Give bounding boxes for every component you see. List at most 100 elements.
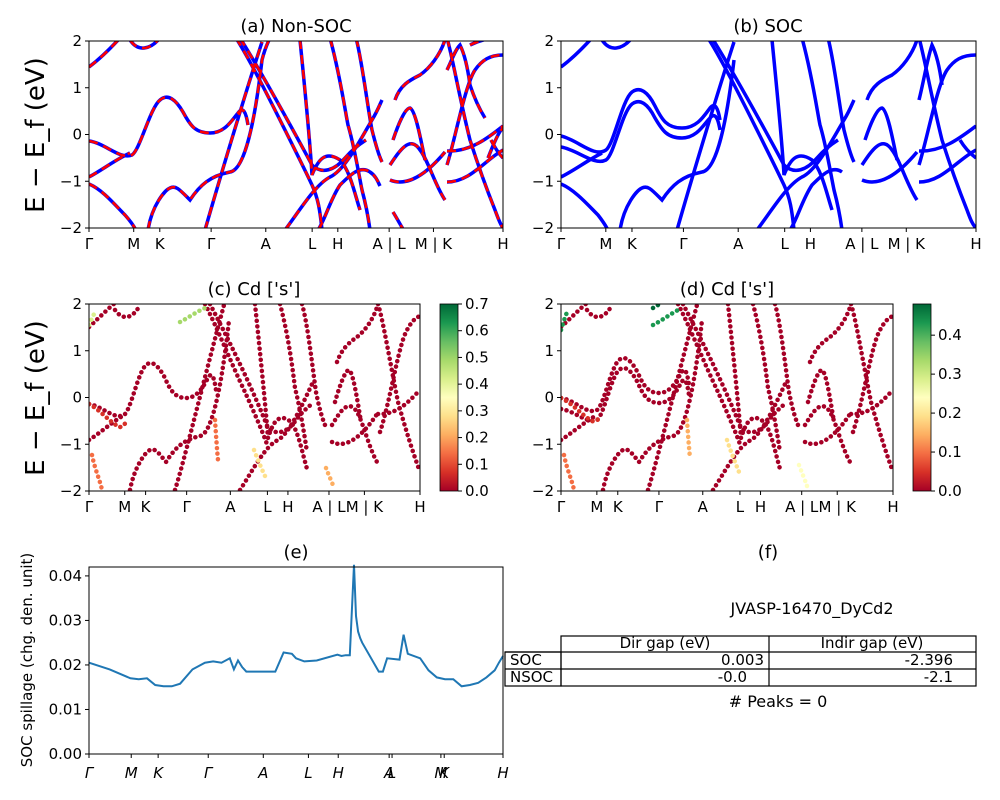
band-line	[561, 99, 722, 164]
x-tick-label: L	[263, 498, 272, 516]
band-dots-yellow	[724, 437, 742, 475]
panel-f-gap-table: JVASP-16470_DyCd2 Dir gap (eV) Indir gap…	[504, 599, 977, 711]
band-dots	[89, 412, 127, 443]
x-tick-label: L	[736, 498, 745, 516]
panel-c-colorbar	[439, 303, 459, 492]
x-tick-label: L	[304, 764, 312, 782]
table-cell: -2.1	[924, 668, 953, 686]
x-tick-label: K	[613, 498, 624, 516]
band-dots-orange	[561, 395, 604, 424]
band-dots	[375, 387, 420, 417]
x-tick-label: K	[439, 764, 450, 782]
band-line	[89, 182, 137, 228]
y-tick-label: 0.03	[49, 611, 82, 629]
band-dots	[725, 304, 784, 475]
band-dots	[561, 412, 600, 443]
panel-d-title: (d) Cd ['s']	[680, 279, 774, 300]
band-dots	[850, 313, 893, 435]
y-tick-label: −1	[60, 435, 82, 453]
band-dots	[89, 360, 219, 419]
band-line	[129, 41, 159, 50]
x-tick-label: A | L	[373, 235, 407, 253]
band-line	[393, 41, 447, 101]
y-tick-label: 1	[72, 79, 82, 97]
x-tick-label: M	[125, 764, 138, 782]
x-tick-label: H	[414, 498, 425, 516]
band-line	[770, 41, 834, 211]
band-dots-orange	[561, 452, 577, 491]
band-line	[445, 53, 503, 166]
table-row-label: NSOC	[510, 668, 553, 686]
table-row-header-cells	[504, 651, 562, 687]
panel-c-plot-area	[89, 304, 420, 491]
band-dots	[127, 317, 232, 491]
band-line	[445, 42, 487, 119]
band-line	[388, 142, 447, 201]
x-tick-label: A	[261, 235, 272, 253]
band-dots-green	[561, 309, 570, 333]
band-dots	[112, 304, 143, 320]
band-line	[391, 211, 404, 228]
band-dots	[750, 304, 783, 455]
band-dots	[252, 304, 311, 475]
band-line	[89, 151, 131, 179]
panel-f-title: (f)	[758, 542, 778, 563]
y-tick-label: 0.00	[49, 745, 82, 763]
panel-e-frame	[88, 566, 504, 755]
x-tick-label: M	[434, 764, 447, 782]
band-dots-lightgreen	[89, 309, 98, 328]
band-line	[89, 95, 250, 158]
band-line	[918, 124, 976, 153]
band-dots	[375, 304, 420, 475]
y-tick-label: −1	[532, 435, 554, 453]
y-tick-label: 0	[72, 389, 82, 407]
band-dots-darkgreen	[650, 304, 663, 311]
band-dots-orange	[89, 401, 131, 430]
band-line	[561, 87, 722, 154]
panel-a-blue-bands	[89, 41, 503, 228]
band-line	[600, 41, 632, 50]
band-dots-orange	[212, 417, 221, 463]
band-line	[917, 53, 976, 166]
x-tick-label: H	[497, 235, 508, 253]
band-line	[446, 41, 503, 228]
band-dots	[334, 304, 381, 365]
x-tick-label: M | K	[346, 498, 385, 516]
band-line	[389, 150, 447, 184]
colorbar-tick-label: 0.1	[938, 443, 962, 461]
y-tick-label: −2	[532, 482, 554, 500]
band-dots	[202, 304, 271, 450]
x-tick-label: M	[127, 235, 140, 253]
band-dots-orange	[684, 417, 693, 461]
panel-c-colorbar-ticks: 0.0 0.1 0.2 0.3 0.4 0.5 0.6 0.7	[458, 295, 489, 500]
x-tick-label: A | L	[785, 498, 819, 516]
band-dots-darkgreen	[650, 307, 681, 328]
x-tick-label: H	[282, 498, 293, 516]
table-cell: -0.0	[718, 668, 747, 686]
x-tick-label: M | K	[415, 235, 454, 253]
y-tick-label: 0	[544, 126, 554, 144]
panel-a-plot-area	[89, 41, 503, 228]
band-dots	[377, 313, 420, 435]
band-dots	[710, 379, 789, 491]
band-dots	[772, 304, 801, 428]
x-tick-label: H	[887, 498, 898, 516]
x-tick-label: Γ	[85, 235, 94, 253]
y-tick-label: 0	[544, 389, 554, 407]
y-tick-label: 2	[72, 32, 82, 50]
x-tick-label: K	[627, 235, 638, 253]
band-dots	[848, 304, 893, 475]
band-dots	[848, 387, 893, 417]
y-axis-label-middle: E − E_f (eV)	[21, 320, 51, 476]
x-tick-label: L	[308, 235, 317, 253]
band-line	[561, 151, 603, 179]
colorbar-tick-label: 0.0	[465, 482, 489, 500]
colorbar-tick-label: 0.7	[465, 295, 489, 313]
band-line	[561, 41, 592, 69]
colorbar-tick-label: 0.3	[938, 365, 962, 383]
